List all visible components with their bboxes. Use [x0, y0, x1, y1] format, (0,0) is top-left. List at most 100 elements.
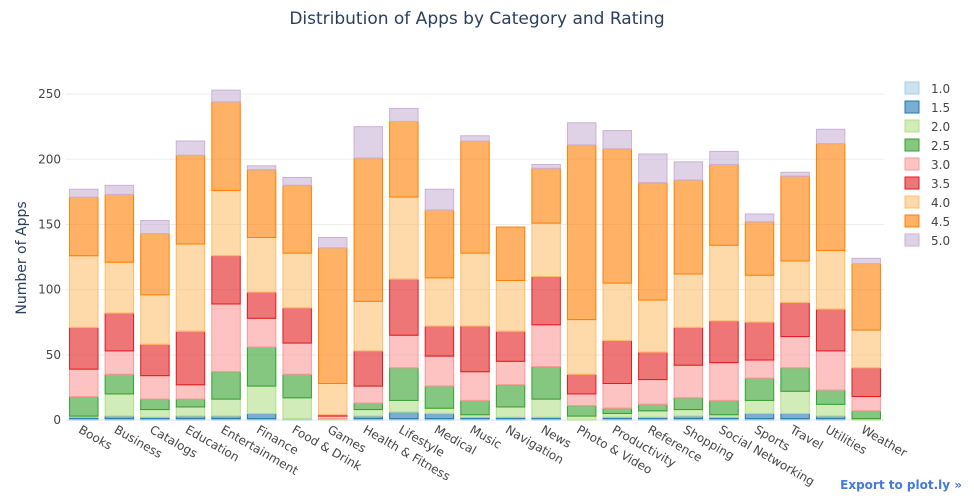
bar-segment [140, 398, 170, 411]
bar-segment [851, 263, 881, 331]
bar-segment [531, 324, 561, 368]
bar-segment [246, 317, 277, 348]
bar-segment [69, 368, 99, 398]
bar-segment [602, 407, 632, 414]
bar-segment [815, 128, 846, 145]
bar-segment [246, 165, 277, 171]
y-tick-label: 200 [38, 152, 61, 166]
bar-segment [531, 276, 561, 326]
legend-item: 4.0 [904, 195, 950, 210]
legend-swatch [904, 214, 920, 228]
bar-segment [140, 375, 170, 400]
bar-segment [175, 398, 206, 408]
bar-segment [353, 350, 384, 387]
legend-swatch [904, 138, 920, 152]
bar-segment [104, 184, 135, 195]
bar-segment [460, 371, 490, 401]
legend-swatch [904, 233, 920, 247]
bar-segment [175, 330, 206, 386]
bar-segment [389, 334, 419, 369]
bar-segment [566, 144, 597, 321]
bar-segment [780, 336, 810, 369]
legend-item: 4.5 [904, 214, 950, 229]
bar-segment [424, 188, 455, 211]
bar-segment [104, 312, 135, 352]
bar-segment [460, 325, 490, 373]
bar-segment [780, 260, 810, 304]
bar-segment [673, 161, 704, 181]
bar-segment [424, 412, 455, 420]
bar-segment [175, 384, 206, 400]
legend-label: 4.5 [931, 215, 950, 229]
y-tick-label: 50 [46, 348, 61, 362]
bar-segment [495, 226, 526, 282]
bar-segment [851, 257, 881, 265]
bar-segment [602, 339, 632, 384]
bar-segment [638, 153, 668, 184]
bar-segment [353, 409, 384, 417]
bar-segment [495, 406, 526, 418]
bar-segment [851, 410, 881, 420]
bar-segment [104, 373, 135, 395]
bar-segment [744, 399, 775, 414]
bar-segment [673, 409, 704, 417]
bar-segment [282, 184, 312, 254]
bar-segment [531, 366, 561, 400]
bar-segment [780, 367, 810, 392]
legend-label: 4.0 [931, 196, 950, 210]
bar-segment [211, 89, 241, 103]
bar-segment [531, 163, 561, 169]
bar-segment [282, 307, 312, 344]
bar-segment [460, 399, 490, 416]
y-axis-label: Number of Apps [14, 201, 30, 314]
bar-segment [104, 393, 135, 417]
legend-label: 1.5 [931, 101, 950, 115]
legend-item: 1.0 [904, 81, 950, 96]
bar-segment [69, 326, 99, 370]
bar-segment [104, 350, 135, 375]
bar-segment [638, 299, 668, 353]
bar-segment [282, 252, 312, 309]
bar-segment [709, 320, 739, 364]
bar-segment [424, 407, 455, 414]
bar-segment [140, 409, 170, 418]
bar-segment [175, 406, 206, 417]
bar-segment [353, 126, 384, 159]
bar-segment [744, 274, 775, 323]
bar-segment [353, 300, 384, 352]
bar-segment [104, 193, 135, 263]
bar-segment [495, 360, 526, 386]
bar-segment [673, 364, 704, 399]
bar-segment [673, 273, 704, 328]
bar-segment [353, 385, 384, 404]
bar-segment [318, 247, 348, 384]
bar-segment [246, 291, 277, 319]
bar-segment [211, 101, 241, 192]
bar-segment [602, 148, 632, 284]
bar-segment [175, 140, 206, 156]
bar-segment [282, 342, 312, 375]
bar-segment [851, 367, 881, 398]
bar-segment [495, 280, 526, 332]
bar-segment [318, 383, 348, 416]
bar-segment [815, 250, 846, 310]
export-link[interactable]: Export to plot.ly » [840, 478, 962, 492]
bar-segment [815, 350, 846, 391]
bar-segment [709, 362, 739, 401]
bar-segment [246, 169, 277, 238]
legend-label: 2.0 [931, 120, 950, 134]
bar-segment [531, 222, 561, 278]
bar-segment [780, 390, 810, 414]
bar-segment [424, 277, 455, 327]
bar-segment [815, 389, 846, 405]
legend-swatch [904, 157, 920, 171]
bar-segment [709, 244, 739, 322]
bar-segment [566, 319, 597, 375]
bar-segment [389, 411, 419, 420]
bar-segment [566, 405, 597, 417]
bar-segment [69, 188, 99, 198]
legend-item: 2.5 [904, 138, 950, 153]
bar-segment [673, 179, 704, 275]
bar-segment [709, 163, 739, 246]
bar-segment [531, 167, 561, 224]
